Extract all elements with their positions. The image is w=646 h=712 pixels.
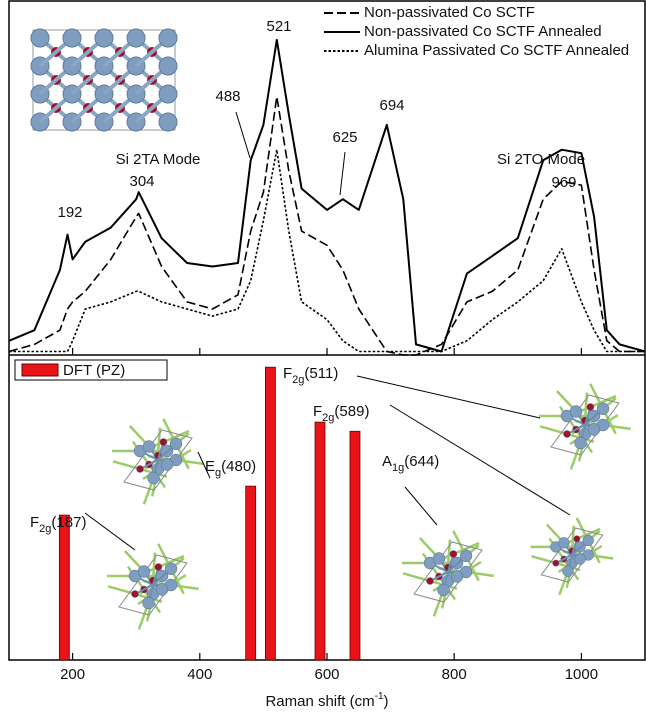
oxygen-atom (564, 431, 571, 438)
bar (315, 422, 325, 660)
cobalt-atom (575, 437, 587, 449)
peak-annotation: 304 (129, 173, 154, 190)
leader-line (236, 112, 250, 158)
structure-image (531, 518, 614, 595)
oxygen-atom (450, 551, 457, 558)
bar (265, 367, 275, 660)
x-tick-label: 800 (442, 666, 467, 683)
legend-label: DFT (PZ) (63, 362, 125, 379)
crystal-inset (31, 29, 177, 131)
structure-image (402, 531, 494, 616)
mode-label: F2g(589) (313, 403, 369, 424)
cobalt-atom (438, 584, 450, 596)
peak-annotation: Si 2TA Mode (116, 151, 201, 168)
cobalt-atom (588, 424, 600, 436)
oxygen-atom (574, 536, 580, 542)
spectrum-line (9, 150, 645, 352)
cobalt-atom (159, 113, 177, 131)
x-tick-label: 600 (314, 666, 339, 683)
cobalt-atom (143, 441, 155, 453)
mode-label: F2g(187) (30, 514, 86, 535)
legend-label: Non-passivated Co SCTF (364, 4, 535, 21)
peak-annotation: 192 (57, 204, 82, 221)
mode-subscript: 2g (322, 412, 334, 424)
peak-annotation: 969 (551, 174, 576, 191)
legend-label: Alumina Passivated Co SCTF Annealed (364, 42, 629, 59)
chart: Non-passivated Co SCTF Non-passivated Co … (0, 0, 646, 712)
peak-annotation: 521 (266, 18, 291, 35)
mode-symbol: F (283, 365, 292, 382)
mode-frequency: (480) (221, 458, 256, 475)
x-axis-title: Raman shift (cm-1) (265, 691, 388, 710)
leader-line (405, 487, 437, 525)
cobalt-atom (148, 472, 160, 484)
cobalt-atom (159, 57, 177, 75)
structure-image (107, 544, 199, 629)
mode-symbol: A (382, 453, 392, 470)
cobalt-atom (165, 563, 177, 575)
mode-subscript: 1g (392, 462, 404, 474)
cobalt-atom (161, 459, 173, 471)
cobalt-atom (143, 597, 155, 609)
cobalt-atom (451, 571, 463, 583)
mode-symbol: E (205, 458, 215, 475)
x-axis-title-text: Raman shift (cm (265, 693, 374, 710)
structure-image (112, 419, 204, 504)
leader-line (357, 376, 540, 418)
mode-label: Eg(480) (205, 458, 256, 479)
bar (350, 431, 360, 660)
peak-annotation: 694 (379, 97, 404, 114)
leader-line (340, 152, 345, 195)
cobalt-atom (138, 566, 150, 578)
mode-subscript: 2g (292, 374, 304, 386)
peak-annotation: Si 2TO Mode (497, 151, 585, 168)
spectrum-line (9, 97, 645, 355)
cobalt-atom (597, 403, 609, 415)
oxygen-atom (160, 439, 167, 446)
x-tick-label: 200 (60, 666, 85, 683)
cobalt-atom (433, 553, 445, 565)
cobalt-atom (159, 29, 177, 47)
mode-symbol: F (313, 403, 322, 420)
cobalt-atom (583, 535, 594, 546)
bar (246, 486, 256, 660)
mode-label: F2g(511) (283, 365, 338, 386)
mode-subscript: 2g (39, 523, 51, 535)
x-tick-label: 1000 (565, 666, 598, 683)
cobalt-atom (31, 29, 49, 47)
mode-frequency: (187) (51, 514, 86, 531)
leader-line (85, 513, 135, 550)
cobalt-atom (460, 550, 472, 562)
peak-annotation: 625 (332, 129, 357, 146)
legend-swatch (22, 364, 58, 376)
cobalt-atom (159, 85, 177, 103)
oxygen-atom (137, 466, 144, 473)
oxygen-atom (132, 591, 139, 598)
mode-frequency: (511) (304, 365, 338, 382)
x-tick-label: 400 (187, 666, 212, 683)
cobalt-atom (570, 406, 582, 418)
cobalt-atom (156, 584, 168, 596)
mode-frequency: (644) (404, 453, 439, 470)
x-axis-title-close: ) (384, 693, 389, 710)
cobalt-atom (170, 438, 182, 450)
mode-symbol: F (30, 514, 39, 531)
peak-annotation: 488 (215, 88, 240, 105)
oxygen-atom (427, 578, 434, 585)
oxygen-atom (553, 560, 559, 566)
structure-image (539, 384, 631, 469)
oxygen-atom (155, 564, 162, 571)
mode-frequency: (589) (334, 403, 369, 420)
cobalt-atom (575, 554, 586, 565)
cobalt-atom (63, 29, 81, 47)
cobalt-atom (559, 537, 570, 548)
legend-label: Non-passivated Co SCTF Annealed (364, 23, 602, 40)
mode-label: A1g(644) (382, 453, 439, 474)
cobalt-atom (127, 29, 145, 47)
cobalt-atom (563, 566, 574, 577)
oxygen-atom (587, 404, 594, 411)
cobalt-atom (95, 29, 113, 47)
bar (59, 515, 69, 660)
